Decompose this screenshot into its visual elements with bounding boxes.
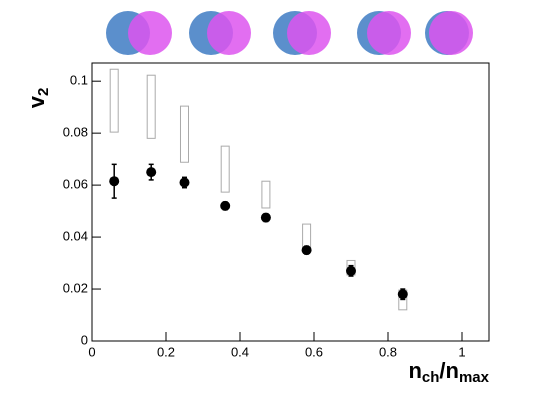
x-tick-label: 0.2 [157,344,175,359]
overlap-icons [106,11,473,55]
icon-circle [367,11,411,55]
icon-circle [207,11,251,55]
systematic-box [261,180,271,209]
y-tick-label: 0.1 [70,73,88,88]
icon-circle [128,11,172,55]
systematic-box [109,68,119,133]
data-point [179,177,190,188]
systematic-box [302,223,312,249]
x-axis-label: nch/nmax [408,358,489,386]
y-label-sub: 2 [35,88,52,96]
y-tick-label: 0.06 [63,177,88,192]
x-tick-label: 1 [458,344,465,359]
x-tick-label: 0.6 [305,344,323,359]
x-tick-label: 0 [88,344,95,359]
y-axis-label: v2 [24,88,52,109]
plot-frame [91,62,490,342]
data-point [146,167,157,178]
icon-circle [429,11,473,55]
x-tick-label: 0.8 [379,344,397,359]
y-tick-label: 0 [81,332,88,347]
data-point [397,289,408,300]
systematic-box [146,74,156,139]
x-label-main: n [408,358,421,383]
data-point [345,265,356,276]
icon-circle [287,11,331,55]
data-point [220,200,231,211]
y-tick-label: 0.04 [63,229,88,244]
x-tick-label: 0.4 [231,344,249,359]
x-label-sub: ch [422,369,440,386]
data-point [109,176,120,187]
systematic-box [220,145,230,193]
systematic-box [179,105,189,163]
data-point [260,212,271,223]
x-label-main2: /n [439,358,459,383]
y-label-main: v [24,95,49,108]
y-tick-label: 0.02 [63,280,88,295]
data-point [301,245,312,256]
x-label-sub2: max [459,369,490,386]
y-tick-label: 0.08 [63,125,88,140]
